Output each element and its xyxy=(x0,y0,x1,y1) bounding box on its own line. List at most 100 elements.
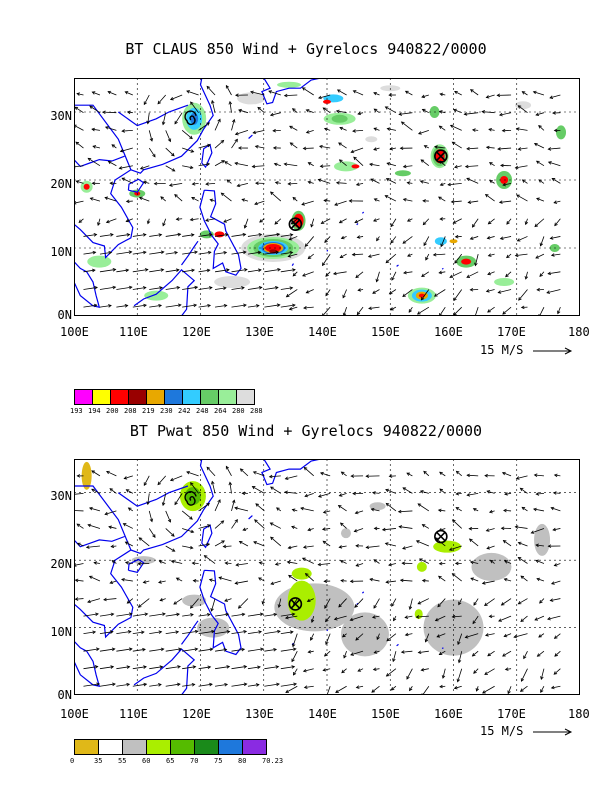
wind-vector-head-167 xyxy=(270,486,274,490)
wind-vector-head-272 xyxy=(406,472,411,476)
wind-vector-head-236 xyxy=(375,278,379,283)
wind-vector-head-81 xyxy=(194,629,199,634)
wind-vector-head-78 xyxy=(191,682,196,687)
wind-vector-head-254 xyxy=(385,178,390,182)
wind-vector-head-107 xyxy=(223,251,228,255)
wind-vector-389 xyxy=(554,474,561,477)
wind-vector-head-62 xyxy=(149,137,154,142)
coastline-1 xyxy=(74,261,101,309)
panel2-map xyxy=(74,459,580,695)
wind-vector-head-184 xyxy=(302,273,306,277)
wind-vector-114 xyxy=(214,119,221,131)
coastline-17 xyxy=(117,104,189,127)
wind-vector-head-105 xyxy=(226,665,231,669)
wind-vector-head-372 xyxy=(535,160,540,165)
wind-vector-head-29 xyxy=(127,630,132,634)
wind-vector-238 xyxy=(376,236,380,241)
wind-vector-180 xyxy=(292,108,298,113)
wind-vector-128 xyxy=(229,101,232,113)
wind-vector-head-75 xyxy=(167,519,172,523)
wind-vector-309 xyxy=(450,124,462,131)
wind-vector-head-88 xyxy=(189,135,193,140)
wind-vector-head-366 xyxy=(539,273,543,278)
wind-vector-head-348 xyxy=(501,128,506,133)
wind-vector-head-357 xyxy=(516,194,520,198)
wind-vector-head-214 xyxy=(340,578,344,583)
wind-vector-head-228 xyxy=(355,182,360,187)
wind-vector-head-18 xyxy=(87,599,91,604)
wind-vector-93 xyxy=(198,269,210,273)
wind-vectors xyxy=(74,465,561,695)
wind-vector-374 xyxy=(533,508,545,512)
wind-vector-380 xyxy=(551,253,561,256)
wind-vector-235 xyxy=(373,668,380,670)
wind-vector-head-154 xyxy=(257,106,262,111)
wind-vector-260 xyxy=(408,306,413,313)
wind-vector-13 xyxy=(99,305,112,308)
wind-vector-329 xyxy=(487,236,495,239)
wind-vector-83 xyxy=(176,218,183,220)
cloud-blob-21 xyxy=(461,258,472,265)
wind-vector-40 xyxy=(132,666,147,670)
wind-vector-head-317 xyxy=(473,602,477,606)
wind-vector-head-22 xyxy=(92,145,97,149)
gyre-marker-cross-b-1 xyxy=(436,531,446,542)
wind-vector-head-137 xyxy=(235,563,240,567)
wind-vector-18 xyxy=(87,598,101,603)
coastline-7 xyxy=(133,648,196,695)
wind-vector-273 xyxy=(417,306,430,315)
wind-vector-243 xyxy=(373,147,380,151)
wind-vector-head-371 xyxy=(535,559,540,563)
wind-vector-head-88 xyxy=(189,516,193,520)
wind-vector-118 xyxy=(231,287,245,290)
wind-vector-288 xyxy=(439,271,446,274)
wind-vector-7 xyxy=(76,180,84,184)
wind-vector-134 xyxy=(247,613,263,617)
wind-vector-198 xyxy=(322,253,331,266)
wind-vector-head-68 xyxy=(174,250,179,255)
wind-vector-215 xyxy=(340,560,347,564)
wind-vector-head-200 xyxy=(320,220,325,224)
wind-vector-43 xyxy=(132,234,146,237)
wind-vector-head-262 xyxy=(403,270,407,275)
wind-vector-4 xyxy=(83,234,97,237)
wind-vector-head-196 xyxy=(322,668,327,672)
wind-vector-head-274 xyxy=(420,667,425,672)
wind-vector-31 xyxy=(103,598,117,601)
wind-vector-289 xyxy=(436,633,446,638)
wind-vector-head-240 xyxy=(369,577,374,582)
wind-vector-head-121 xyxy=(241,612,246,617)
wind-vector-head-100 xyxy=(207,143,211,148)
wind-vector-153 xyxy=(255,503,265,512)
wind-vector-head-290 xyxy=(440,243,444,248)
wind-vector-19 xyxy=(89,575,101,582)
wind-vector-158 xyxy=(280,269,296,273)
wind-vector-319 xyxy=(470,561,479,564)
wind-vector-head-75 xyxy=(167,138,172,143)
wind-vector-head-129 xyxy=(225,84,230,89)
wind-vector-head-235 xyxy=(372,667,377,671)
wind-vector-30 xyxy=(116,613,132,617)
wind-vector-head-322 xyxy=(472,508,477,512)
wind-vector-head-197 xyxy=(323,653,328,657)
wind-vector-head-329 xyxy=(488,614,493,619)
wind-vector-33 xyxy=(111,560,117,564)
panel2-xlabel-140e: 140E xyxy=(308,707,337,721)
wind-vector-249 xyxy=(392,651,397,662)
wind-vector-head-180 xyxy=(292,108,296,112)
wind-vector-233 xyxy=(353,90,364,96)
wind-vector-229 xyxy=(353,156,364,167)
wind-vector-173 xyxy=(285,615,298,619)
wind-vector-head-194 xyxy=(303,466,308,471)
wind-vector-head-301 xyxy=(449,274,454,278)
wind-vector-head-261 xyxy=(406,675,410,680)
wind-vector-76 xyxy=(162,112,167,125)
wind-vector-369 xyxy=(534,218,545,227)
colorbar-swatch-1 xyxy=(92,389,111,405)
wind-vector-head-155 xyxy=(252,471,257,475)
wind-vector-346 xyxy=(503,540,512,547)
wind-vector-head-108 xyxy=(225,612,230,617)
wind-vector-68 xyxy=(165,251,178,255)
wind-vector-1 xyxy=(83,666,98,670)
wind-vector-363 xyxy=(516,475,528,480)
